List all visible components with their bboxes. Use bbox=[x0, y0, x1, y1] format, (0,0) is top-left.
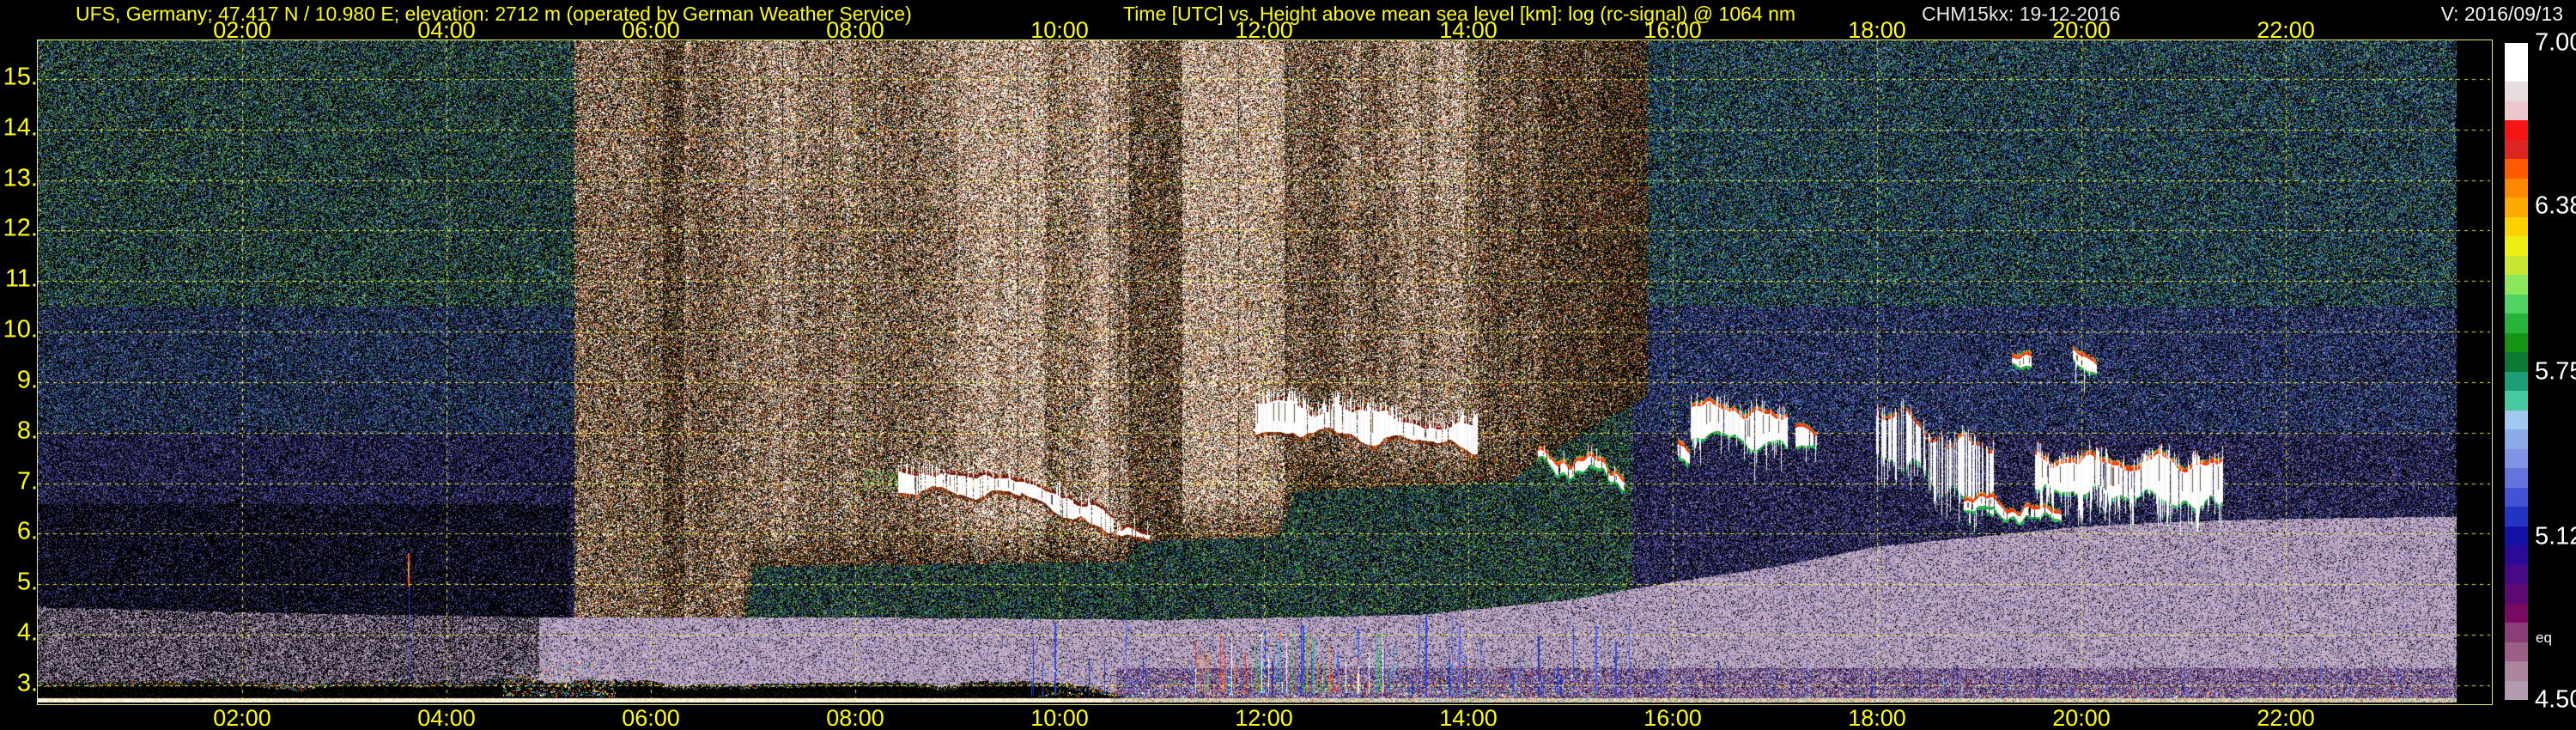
instrument-date-label: CHM15kx: 19-12-2016 bbox=[1922, 3, 2121, 25]
colorbar-segment bbox=[2505, 448, 2528, 468]
colorbar-segment bbox=[2505, 584, 2528, 604]
time-tick-bottom: 08:00 bbox=[826, 705, 884, 730]
colorbar-segment bbox=[2505, 526, 2528, 545]
colorbar-segment bbox=[2505, 62, 2528, 82]
height-tick-label: 13. bbox=[3, 164, 38, 192]
colorbar-segment bbox=[2505, 100, 2528, 120]
colorbar-segment bbox=[2505, 236, 2528, 256]
colorbar-segment bbox=[2505, 216, 2528, 236]
colorbar bbox=[2505, 43, 2528, 700]
height-tick-label: 6. bbox=[16, 517, 38, 545]
colorbar-segment bbox=[2505, 352, 2528, 372]
time-tick-bottom: 16:00 bbox=[1643, 705, 1702, 730]
height-tick-label: 7. bbox=[16, 467, 38, 496]
colorbar-segment bbox=[2505, 313, 2528, 333]
time-tick-bottom: 02:00 bbox=[213, 705, 271, 730]
colorbar-segment bbox=[2505, 410, 2528, 429]
time-tick-top: 02:00 bbox=[213, 17, 271, 43]
colorbar-tick-label: 4.50 bbox=[2535, 685, 2576, 714]
station-info: UFS, Germany; 47.417 N / 10.980 E; eleva… bbox=[76, 3, 912, 25]
time-tick-bottom: 12:00 bbox=[1235, 705, 1293, 730]
colorbar-segment bbox=[2505, 294, 2528, 313]
colorbar-segment bbox=[2505, 623, 2528, 642]
height-tick-label: 9. bbox=[16, 366, 38, 394]
plot-title: Time [UTC] vs. Height above mean sea lev… bbox=[1123, 3, 1796, 25]
colorbar-segment bbox=[2505, 371, 2528, 391]
time-tick-top: 06:00 bbox=[622, 17, 680, 43]
colorbar-segment bbox=[2505, 332, 2528, 352]
height-tick-label: 15. bbox=[3, 63, 38, 91]
colorbar-segment bbox=[2505, 603, 2528, 623]
time-tick-bottom: 06:00 bbox=[622, 705, 680, 730]
colorbar-segment bbox=[2505, 661, 2528, 681]
height-tick-label: 3. bbox=[16, 669, 38, 697]
time-tick-top: 10:00 bbox=[1030, 17, 1089, 43]
colorbar-tick-label: 6.38 bbox=[2535, 192, 2576, 220]
time-tick-bottom: 18:00 bbox=[1848, 705, 1906, 730]
colorbar-tick-label: 5.75 bbox=[2535, 357, 2576, 385]
plot-border bbox=[37, 40, 2493, 705]
time-tick-top: 14:00 bbox=[1439, 17, 1498, 43]
colorbar-segment bbox=[2505, 391, 2528, 411]
colorbar-segment bbox=[2505, 680, 2528, 700]
colorbar-segment bbox=[2505, 255, 2528, 275]
colorbar-segment bbox=[2505, 468, 2528, 488]
colorbar-segment bbox=[2505, 642, 2528, 661]
colorbar-segment bbox=[2505, 120, 2528, 140]
time-tick-top: 16:00 bbox=[1643, 17, 1702, 43]
colorbar-segment bbox=[2505, 82, 2528, 101]
time-tick-top: 04:00 bbox=[417, 17, 476, 43]
time-tick-bottom: 10:00 bbox=[1030, 705, 1089, 730]
height-tick-label: 5. bbox=[16, 568, 38, 596]
backscatter-heatmap-canvas bbox=[38, 40, 2490, 703]
time-tick-bottom: 22:00 bbox=[2257, 705, 2315, 730]
colorbar-tick-label: 5.12 bbox=[2535, 522, 2576, 551]
colorbar-segment bbox=[2505, 564, 2528, 584]
time-tick-top: 20:00 bbox=[2052, 17, 2111, 43]
colorbar-segment bbox=[2505, 545, 2528, 565]
version-label: V: 2016/09/13 bbox=[2440, 3, 2563, 25]
height-tick-label: 14. bbox=[3, 113, 38, 142]
colorbar-segment bbox=[2505, 139, 2528, 159]
colorbar-segment bbox=[2505, 43, 2528, 63]
colorbar-segment bbox=[2505, 275, 2528, 295]
time-tick-bottom: 20:00 bbox=[2052, 705, 2111, 730]
height-tick-label: 12. bbox=[3, 214, 38, 242]
colorbar-segment bbox=[2505, 429, 2528, 449]
time-tick-bottom: 14:00 bbox=[1439, 705, 1498, 730]
colorbar-segment bbox=[2505, 178, 2528, 198]
height-tick-label: 10. bbox=[3, 315, 38, 344]
time-tick-top: 18:00 bbox=[1848, 17, 1906, 43]
height-tick-label: 8. bbox=[16, 417, 38, 445]
colorbar-tick-label: 7.00 bbox=[2535, 28, 2576, 57]
time-tick-top: 22:00 bbox=[2257, 17, 2315, 43]
time-tick-top: 08:00 bbox=[826, 17, 884, 43]
colorbar-segment bbox=[2505, 487, 2528, 507]
time-tick-top: 12:00 bbox=[1235, 17, 1293, 43]
height-tick-label: 4. bbox=[16, 618, 38, 647]
height-tick-label: 11. bbox=[4, 265, 38, 293]
colorbar-segment bbox=[2505, 507, 2528, 526]
time-tick-bottom: 04:00 bbox=[417, 705, 476, 730]
colorbar-segment bbox=[2505, 198, 2528, 217]
colorbar-segment bbox=[2505, 159, 2528, 179]
colorbar-side-text: eq bbox=[2536, 630, 2552, 646]
